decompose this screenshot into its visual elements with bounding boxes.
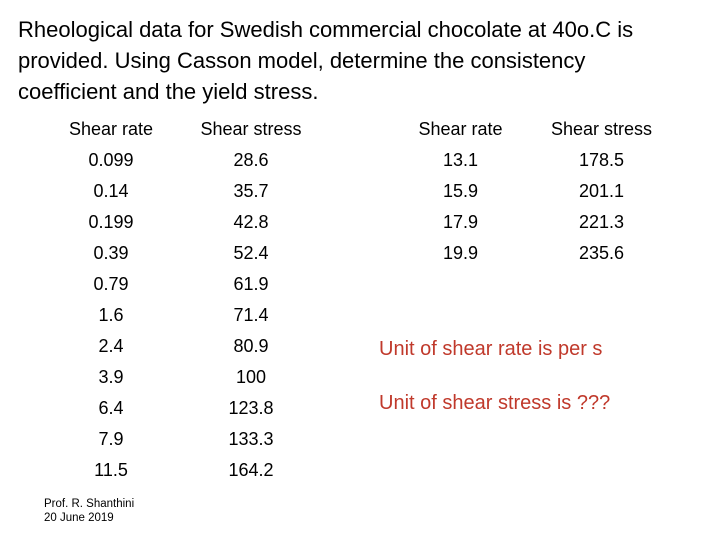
shear-rate-cell: 1.6 (98, 305, 124, 325)
shear-rate-unit-note: Unit of shear rate is per s (379, 338, 603, 360)
shear-rate-cell: 13.1 (442, 150, 479, 170)
shear-data-table-1: Shear rate Shear stress 0.099 28.6 0.14 … (43, 114, 323, 486)
shear-stress-cell: 52.4 (233, 243, 269, 263)
shear-stress-cell: 178.5 (578, 150, 625, 170)
shear-rate-cell: 15.9 (442, 181, 479, 201)
table-row: 0.099 28.6 (43, 145, 323, 176)
title-line-1: Rheological data for Swedish commercial … (18, 17, 634, 42)
footer-author: Prof. R. Shanthini (44, 498, 135, 510)
title-line-2: provided. Using Casson model, determine … (18, 48, 586, 73)
table-row: 13.1 178.5 (392, 145, 674, 176)
slide-title: Rheological data for Swedish commercial … (18, 14, 708, 107)
shear-rate-cell: 17.9 (442, 212, 479, 232)
table-row: 17.9 221.3 (392, 207, 674, 238)
table-row: 0.39 52.4 (43, 238, 323, 269)
shear-rate-cell: 11.5 (94, 460, 128, 480)
shear-rate-cell: 0.39 (93, 243, 129, 263)
shear-rate-cell: 3.9 (98, 367, 124, 387)
table-row: 19.9 235.6 (392, 238, 674, 269)
shear-stress-cell: 164.2 (228, 460, 274, 480)
slide-footer: Prof. R. Shanthini 20 June 2019 (44, 497, 134, 525)
table-header-row: Shear rate Shear stress (392, 114, 674, 145)
table-row: 3.9 100 (43, 362, 323, 393)
shear-data-table-2: Shear rate Shear stress 13.1 178.5 15.9 … (392, 114, 674, 269)
table-row: 2.4 80.9 (43, 331, 323, 362)
table-row: 15.9 201.1 (392, 176, 674, 207)
shear-stress-cell: 80.9 (233, 336, 269, 356)
title-line-3: coefficient and the yield stress. (18, 79, 319, 104)
shear-rate-cell: 0.14 (93, 181, 129, 201)
shear-stress-cell: 42.8 (233, 212, 269, 232)
shear-rate-cell: 19.9 (442, 243, 479, 263)
table-row: 11.5 164.2 (43, 455, 323, 486)
shear-rate-cell: 0.79 (93, 274, 129, 294)
shear-stress-unit-note: Unit of shear stress is ??? (379, 392, 611, 414)
table-row: 0.199 42.8 (43, 207, 323, 238)
shear-rate-cell: 0.199 (88, 212, 134, 232)
shear-rate-cell: 0.099 (88, 150, 134, 170)
shear-stress-cell: 201.1 (578, 181, 625, 201)
header-shear-stress: Shear stress (550, 119, 653, 139)
shear-rate-cell: 6.4 (98, 398, 124, 418)
table-row: 0.79 61.9 (43, 269, 323, 300)
header-shear-rate: Shear rate (68, 119, 154, 139)
table-row: 1.6 71.4 (43, 300, 323, 331)
shear-stress-cell: 61.9 (233, 274, 269, 294)
shear-rate-cell: 2.4 (98, 336, 124, 356)
header-shear-stress: Shear stress (200, 119, 302, 139)
table-row: 6.4 123.8 (43, 393, 323, 424)
footer-date: 20 June 2019 (44, 512, 114, 524)
shear-stress-cell: 221.3 (578, 212, 625, 232)
shear-stress-cell: 100 (235, 367, 267, 387)
table-header-row: Shear rate Shear stress (43, 114, 323, 145)
table-row: 7.9 133.3 (43, 424, 323, 455)
shear-stress-cell: 133.3 (228, 429, 274, 449)
header-shear-rate: Shear rate (418, 119, 503, 139)
shear-stress-cell: 35.7 (233, 181, 269, 201)
shear-rate-cell: 7.9 (98, 429, 124, 449)
table-row: 0.14 35.7 (43, 176, 323, 207)
shear-stress-cell: 123.8 (228, 398, 274, 418)
shear-stress-cell: 235.6 (578, 243, 625, 263)
shear-stress-cell: 71.4 (233, 305, 269, 325)
shear-stress-cell: 28.6 (233, 150, 269, 170)
